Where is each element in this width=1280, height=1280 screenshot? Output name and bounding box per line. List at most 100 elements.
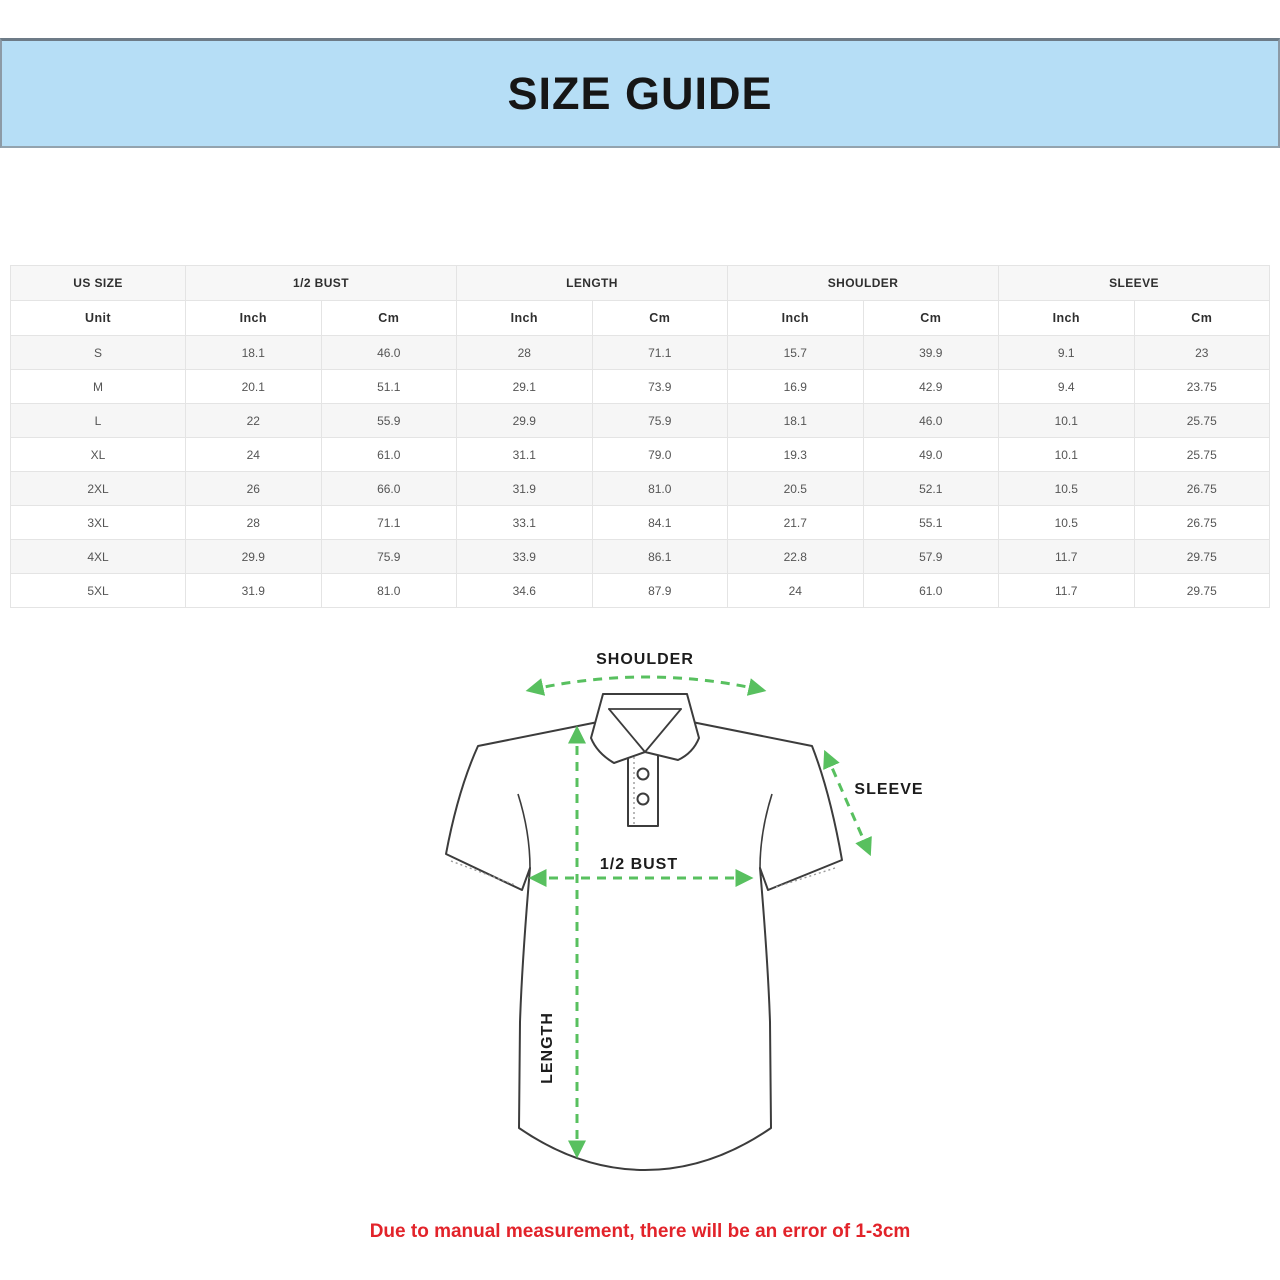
header-sleeve: SLEEVE <box>998 265 1270 301</box>
measurement-value-cell: 10.5 <box>998 471 1135 506</box>
shoulder-label: SHOULDER <box>596 651 694 668</box>
measurement-value-cell: 33.9 <box>456 539 593 574</box>
left-armhole-seam <box>517 793 531 869</box>
header-length: LENGTH <box>456 265 728 301</box>
measurement-value-cell: 15.7 <box>727 335 864 370</box>
measurement-value-cell: 20.1 <box>185 369 322 404</box>
measurement-value-cell: 11.7 <box>998 539 1135 574</box>
column-group-header-row: US SIZE 1/2 BUST LENGTH SHOULDER SLEEVE <box>10 265 1270 301</box>
sleeve-arrow <box>823 749 872 857</box>
measurement-value-cell: 22 <box>185 403 322 438</box>
table-row: M 20.1 51.1 29.1 73.9 16.9 42.9 9.4 23.75 <box>10 369 1270 404</box>
measurement-value-cell: 29.75 <box>1133 539 1270 574</box>
measurement-value-cell: 75.9 <box>320 539 457 574</box>
unit-header-cell: Cm <box>862 300 999 336</box>
measurement-value-cell: 57.9 <box>862 539 999 574</box>
left-sleeve-stitch <box>450 860 516 886</box>
measurement-value-cell: 75.9 <box>591 403 728 438</box>
measurement-value-cell: 52.1 <box>862 471 999 506</box>
shirt-measurement-diagram: SHOULDER SLEEVE 1/2 BUST LENGTH <box>445 651 923 1171</box>
half-bust-label: 1/2 BUST <box>600 856 678 873</box>
size-label-cell: 4XL <box>10 539 186 574</box>
measurement-value-cell: 26.75 <box>1133 505 1270 540</box>
measurement-value-cell: 31.1 <box>456 437 593 472</box>
measurement-value-cell: 46.0 <box>862 403 999 438</box>
header-half-bust: 1/2 BUST <box>185 265 457 301</box>
unit-header-cell: Inch <box>998 300 1135 336</box>
right-sleeve-stitch <box>772 867 836 889</box>
unit-header-cell: Cm <box>320 300 457 336</box>
size-label-cell: 2XL <box>10 471 186 506</box>
measurement-value-cell: 18.1 <box>185 335 322 370</box>
measurement-value-cell: 34.6 <box>456 573 593 608</box>
measurement-value-cell: 71.1 <box>591 335 728 370</box>
measurement-value-cell: 11.7 <box>998 573 1135 608</box>
page-title: SIZE GUIDE <box>507 67 773 119</box>
measurement-value-cell: 71.1 <box>320 505 457 540</box>
unit-header-cell: Inch <box>456 300 593 336</box>
size-label-cell: 5XL <box>10 573 186 608</box>
size-label-cell: L <box>10 403 186 438</box>
measurement-value-cell: 49.0 <box>862 437 999 472</box>
measurement-value-cell: 24 <box>185 437 322 472</box>
table-row: 2XL 26 66.0 31.9 81.0 20.5 52.1 10.5 26.75 <box>10 471 1270 506</box>
header-us-size: US SIZE <box>10 265 186 301</box>
measurement-value-cell: 24 <box>727 573 864 608</box>
measurement-value-cell: 23.75 <box>1133 369 1270 404</box>
measurement-value-cell: 28 <box>185 505 322 540</box>
measurement-value-cell: 21.7 <box>727 505 864 540</box>
table-row: 4XL 29.9 75.9 33.9 86.1 22.8 57.9 11.7 29.75 <box>10 539 1270 574</box>
measurement-value-cell: 31.9 <box>456 471 593 506</box>
size-chart-table: US SIZE 1/2 BUST LENGTH SHOULDER SLEEVE … <box>10 265 1270 608</box>
measurement-value-cell: 39.9 <box>862 335 999 370</box>
size-table-body: S 18.1 46.0 28 71.1 15.7 39.9 9.1 23 M 20.1 51.1 29.… <box>10 335 1270 608</box>
size-label-cell: S <box>10 335 186 370</box>
placket <box>627 749 659 827</box>
button-icon <box>636 792 650 806</box>
measurement-error-note: Due to manual measurement, there will be… <box>369 1221 911 1242</box>
measurement-value-cell: 25.75 <box>1133 437 1270 472</box>
measurement-value-cell: 51.1 <box>320 369 457 404</box>
collar <box>590 693 700 764</box>
measurement-value-cell: 42.9 <box>862 369 999 404</box>
measurement-value-cell: 81.0 <box>320 573 457 608</box>
measurement-value-cell: 55.1 <box>862 505 999 540</box>
measurement-value-cell: 81.0 <box>591 471 728 506</box>
measurement-value-cell: 84.1 <box>591 505 728 540</box>
measurement-value-cell: 29.1 <box>456 369 593 404</box>
unit-header-row: Unit Inch Cm Inch Cm Inch Cm Inch Cm <box>10 300 1270 336</box>
measurement-value-cell: 26 <box>185 471 322 506</box>
unit-header-cell: Cm <box>591 300 728 336</box>
unit-header-cell: Cm <box>1133 300 1270 336</box>
measurement-value-cell: 66.0 <box>320 471 457 506</box>
size-label-cell: M <box>10 369 186 404</box>
table-row: 5XL 31.9 81.0 34.6 87.9 24 61.0 11.7 29.75 <box>10 573 1270 608</box>
measurement-value-cell: 16.9 <box>727 369 864 404</box>
table-row: L 22 55.9 29.9 75.9 18.1 46.0 10.1 25.75 <box>10 403 1270 438</box>
measurement-value-cell: 10.1 <box>998 437 1135 472</box>
measurement-value-cell: 79.0 <box>591 437 728 472</box>
header-shoulder: SHOULDER <box>727 265 999 301</box>
measurement-value-cell: 23 <box>1133 335 1270 370</box>
measurement-value-cell: 10.5 <box>998 505 1135 540</box>
measurement-value-cell: 20.5 <box>727 471 864 506</box>
collar-fold-right <box>644 708 682 753</box>
measurement-value-cell: 9.1 <box>998 335 1135 370</box>
measurement-value-cell: 18.1 <box>727 403 864 438</box>
size-label-cell: 3XL <box>10 505 186 540</box>
measurement-value-cell: 29.75 <box>1133 573 1270 608</box>
measurement-value-cell: 61.0 <box>862 573 999 608</box>
measurement-value-cell: 19.3 <box>727 437 864 472</box>
measurement-value-cell: 87.9 <box>591 573 728 608</box>
button-icon <box>636 767 650 781</box>
unit-header-cell: Unit <box>10 300 186 336</box>
size-guide-banner: SIZE GUIDE <box>0 38 1280 148</box>
table-row: XL 24 61.0 31.1 79.0 19.3 49.0 10.1 25.75 <box>10 437 1270 472</box>
measurement-value-cell: 26.75 <box>1133 471 1270 506</box>
unit-header-cell: Inch <box>727 300 864 336</box>
measurement-value-cell: 25.75 <box>1133 403 1270 438</box>
measurement-value-cell: 31.9 <box>185 573 322 608</box>
right-armhole-seam <box>759 793 773 869</box>
measurement-value-cell: 46.0 <box>320 335 457 370</box>
length-label: LENGTH <box>539 1012 556 1084</box>
